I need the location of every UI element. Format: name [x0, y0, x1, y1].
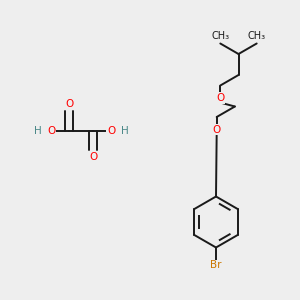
Text: CH₃: CH₃: [248, 31, 266, 41]
Text: H: H: [34, 125, 41, 136]
Text: O: O: [89, 152, 97, 162]
Text: CH₃: CH₃: [211, 31, 230, 41]
Text: O: O: [65, 99, 73, 110]
Text: Br: Br: [210, 260, 222, 271]
Text: O: O: [107, 125, 115, 136]
Text: O: O: [47, 125, 55, 136]
Text: O: O: [213, 124, 221, 135]
Text: O: O: [216, 93, 224, 103]
Text: H: H: [121, 125, 128, 136]
